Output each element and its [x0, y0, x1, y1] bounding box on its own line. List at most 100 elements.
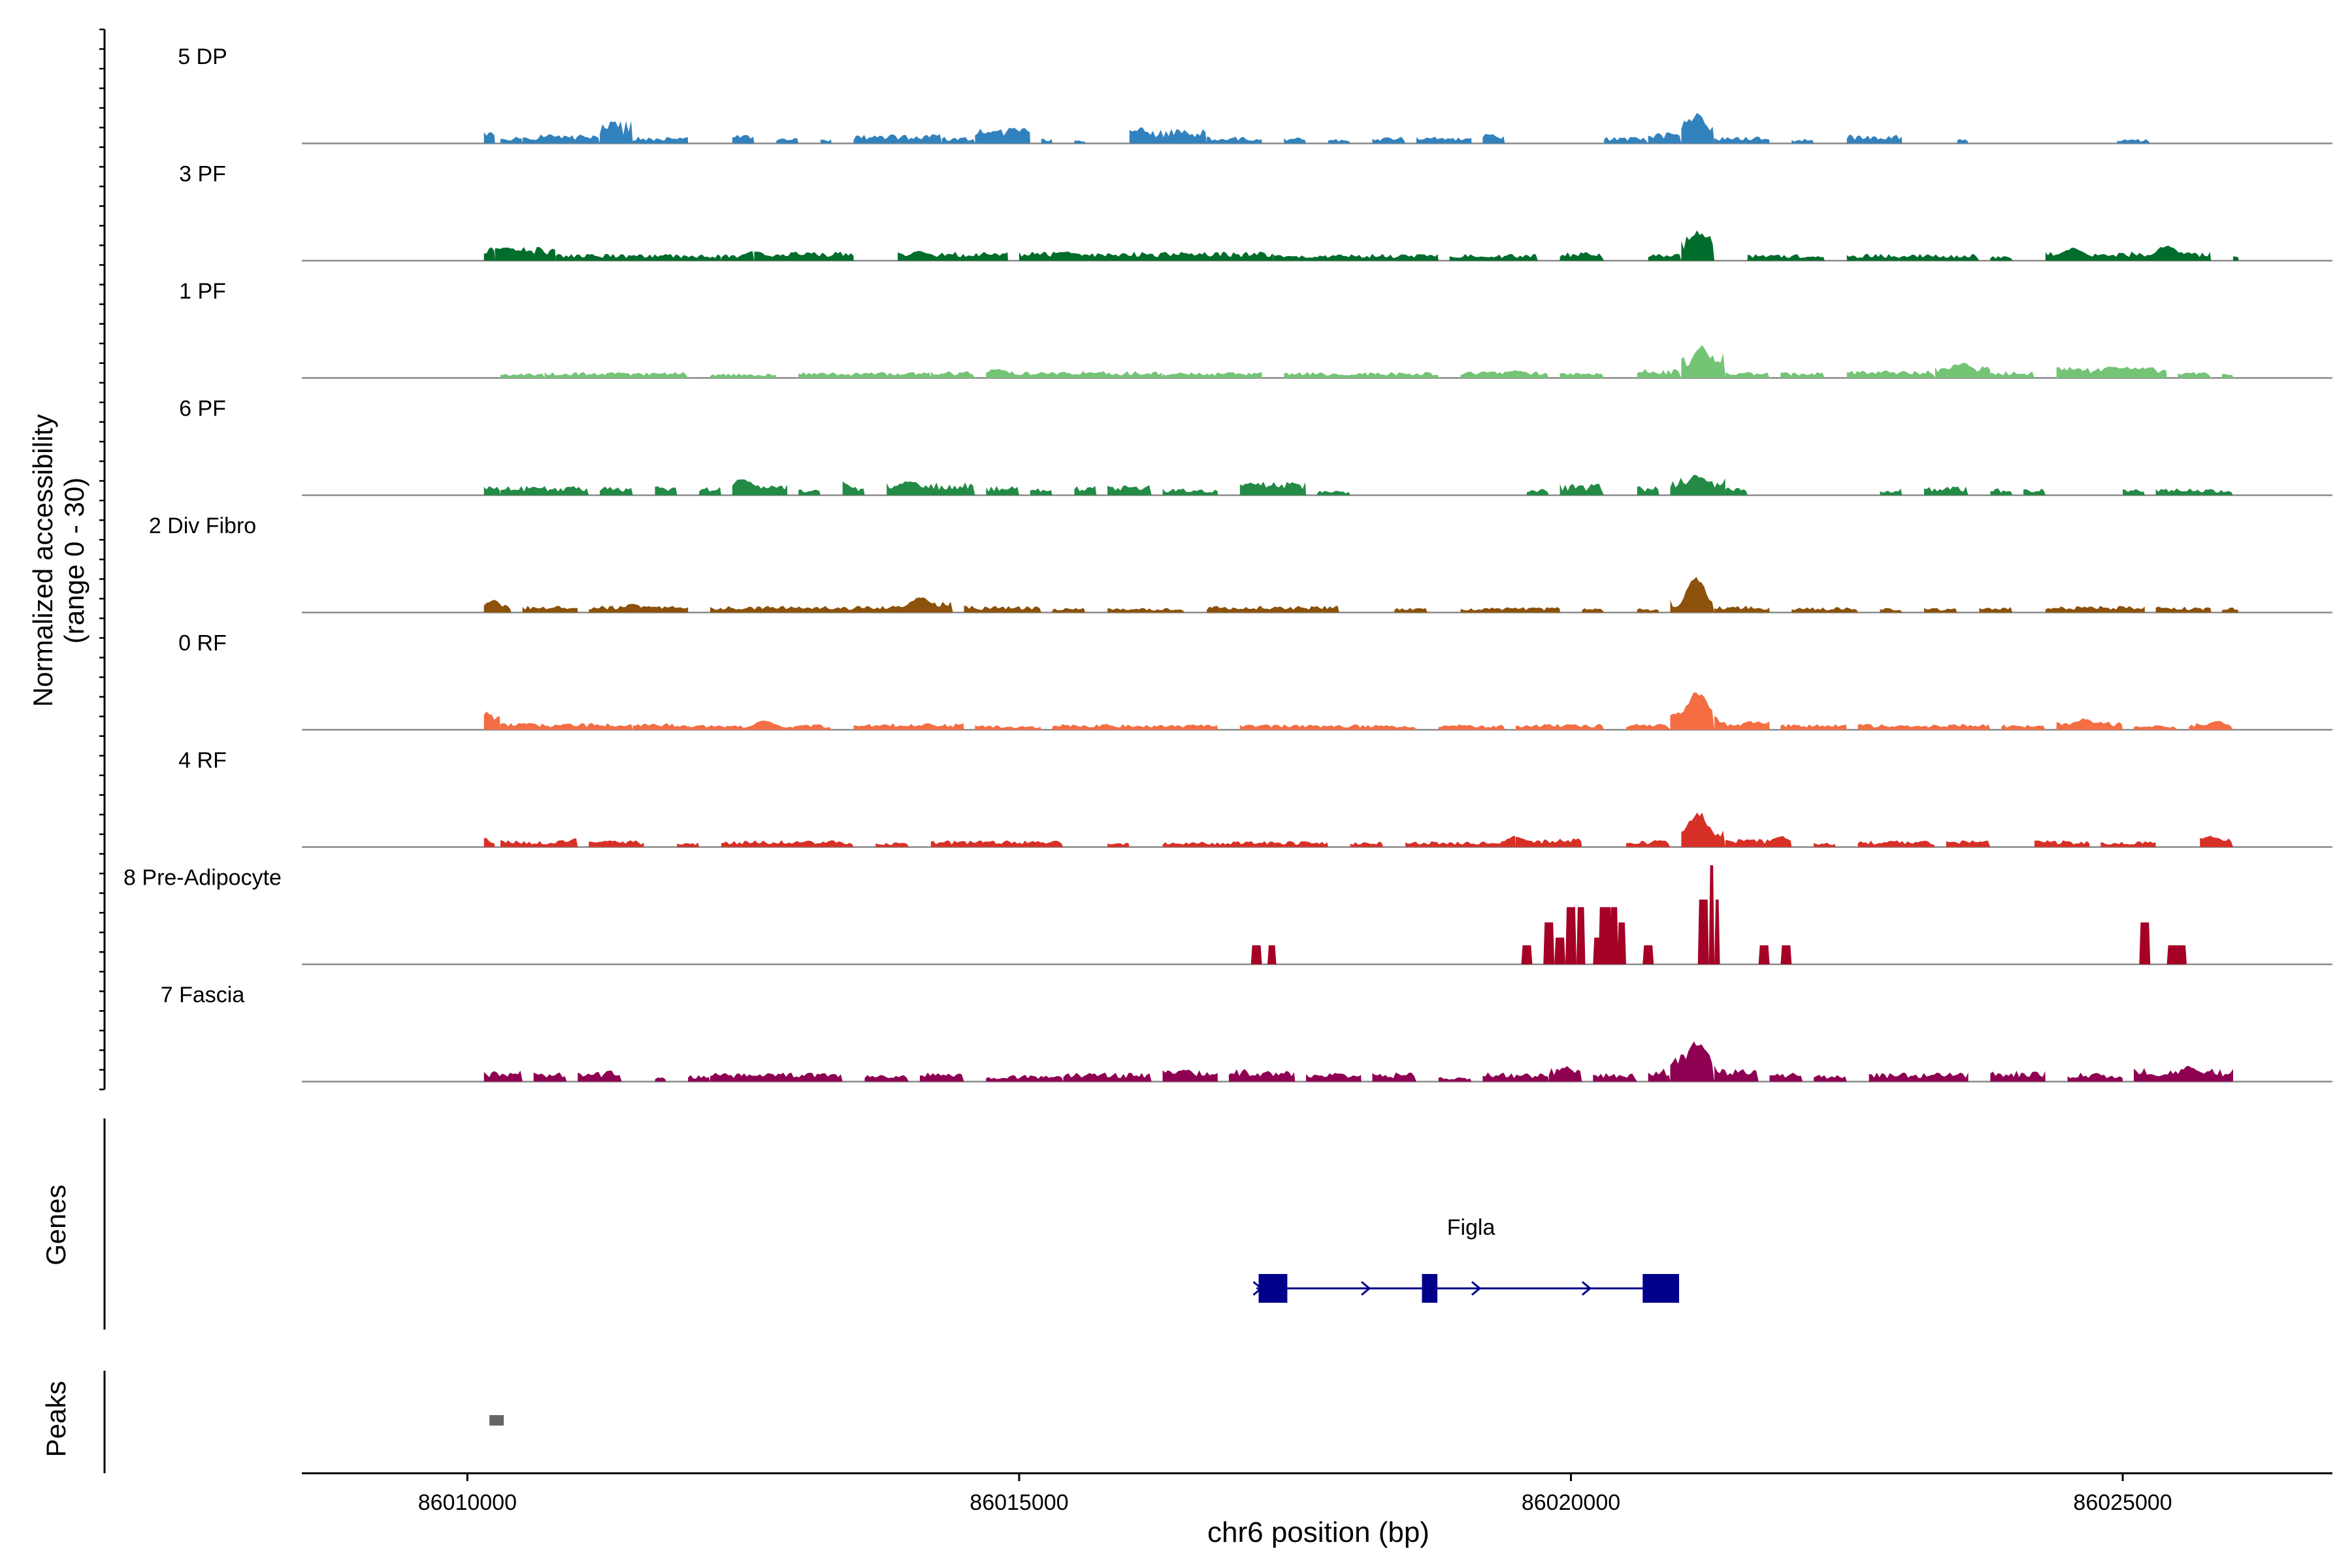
- coverage-area: [1317, 491, 1350, 495]
- coverage-area: [1107, 608, 1185, 613]
- coverage-area: [1626, 724, 1671, 730]
- coverage-area: [2134, 725, 2178, 730]
- track-label: 0 RF: [178, 631, 227, 656]
- x-tick-label: 86025000: [2073, 1490, 2172, 1515]
- coverage-area: [655, 486, 678, 495]
- coverage-area: [2155, 606, 2212, 613]
- coverage-area: [1681, 230, 1715, 261]
- coverage-area: [2189, 721, 2233, 730]
- coverage-area: [2200, 836, 2233, 847]
- coverage-area: [1548, 1066, 1582, 1082]
- coverage-area: [1604, 137, 1648, 144]
- coverage-area: [483, 711, 500, 730]
- coverage-area: [1449, 253, 1538, 261]
- x-tick-label: 86010000: [418, 1490, 517, 1515]
- coverage-area: [2045, 245, 2212, 261]
- coverage-area: [500, 373, 545, 378]
- coverage-area: [1052, 724, 1218, 730]
- gene-exon: [1422, 1274, 1438, 1303]
- coverage-area: [1990, 256, 2013, 261]
- coverage-area: [2023, 488, 2046, 495]
- coverage-area: [2001, 724, 2046, 730]
- strand-arrow: [1361, 1281, 1371, 1296]
- coverage-area: [1990, 488, 2013, 495]
- coverage-block: [1267, 945, 1277, 964]
- coverage-area: [1714, 715, 1770, 730]
- coverage-area: [754, 252, 854, 261]
- coverage-area: [589, 840, 644, 847]
- coverage-area: [1946, 840, 1991, 847]
- coverage-area: [1107, 843, 1130, 847]
- coverage-area: [798, 489, 821, 495]
- peak-region: [489, 1415, 504, 1426]
- coverage-block: [2139, 922, 2151, 964]
- coverage-area: [721, 840, 854, 847]
- coverage-area: [1957, 139, 1968, 144]
- coverage-area: [495, 247, 556, 261]
- coverage-area: [710, 597, 953, 613]
- coverage-area: [600, 120, 633, 144]
- coverage-area: [578, 1070, 622, 1082]
- coverage-area: [1924, 486, 1968, 495]
- peaks-label: Peaks: [41, 1381, 71, 1458]
- coverage-area: [2155, 488, 2233, 495]
- coverage-area: [1207, 137, 1262, 144]
- coverage-area: [1648, 253, 1682, 261]
- coverage-area: [522, 606, 578, 613]
- coverage-area: [1990, 1070, 2046, 1082]
- coverage-area: [1273, 253, 1439, 261]
- coverage-area: [632, 723, 689, 730]
- coverage-area: [1372, 1072, 1416, 1082]
- coverage-area: [1482, 134, 1505, 144]
- coverage-area: [2100, 841, 2156, 847]
- coverage-area: [1791, 139, 1814, 144]
- coverage-area: [1582, 608, 1605, 613]
- coverage-area: [1526, 489, 1549, 495]
- coverage-area: [732, 135, 755, 144]
- coverage-area: [1637, 486, 1659, 495]
- coverage-area: [1681, 112, 1715, 144]
- coverage-area: [1846, 253, 1980, 261]
- coverage-area: [1460, 370, 1549, 378]
- coverage-area: [1681, 812, 1725, 847]
- coverage-area: [1725, 836, 1792, 847]
- coverage-area: [1328, 139, 1350, 144]
- coverage-area: [1228, 1069, 1296, 1082]
- coverage-area: [589, 604, 689, 613]
- track-label: 5 DP: [178, 44, 227, 69]
- gene-track: Figla: [103, 1119, 1680, 1330]
- coverage-block: [1598, 907, 1612, 964]
- coverage-area: [853, 723, 964, 730]
- coverage-area: [1052, 608, 1086, 613]
- coverage-area: [1791, 607, 1858, 613]
- coverage-area: [500, 838, 578, 847]
- coverage-area: [1438, 724, 1505, 730]
- coverage-area: [1648, 132, 1682, 144]
- strand-arrow: [1471, 1281, 1482, 1296]
- coverage-area: [1107, 485, 1152, 495]
- coverage-block: [1609, 907, 1619, 964]
- coverage-area: [2034, 840, 2090, 847]
- coverage-area: [1207, 606, 1262, 613]
- coverage-area: [1935, 363, 1991, 378]
- coverage-area: [600, 486, 633, 495]
- coverage-area: [1714, 137, 1770, 144]
- coverage-area: [986, 1075, 1064, 1082]
- coverage-area: [986, 368, 1163, 378]
- coverage-area: [1063, 1072, 1152, 1082]
- coverage-area: [1670, 1041, 1715, 1082]
- coverage-area: [2134, 1066, 2233, 1082]
- coverage-block: [1521, 945, 1533, 964]
- coverage-area: [1648, 1068, 1671, 1082]
- coverage-area: [1857, 723, 1991, 730]
- coverage-area: [1350, 841, 1384, 847]
- track-5-dp: [302, 112, 2332, 144]
- coverage-block: [1642, 945, 1654, 964]
- coverage-block: [1565, 907, 1576, 964]
- coverage-area: [1482, 1072, 1549, 1082]
- coverage-area: [1560, 372, 1605, 378]
- coverage-area: [555, 253, 721, 261]
- coverage-area: [2045, 606, 2145, 613]
- coverage-area: [1681, 345, 1725, 378]
- coverage-area: [544, 372, 689, 378]
